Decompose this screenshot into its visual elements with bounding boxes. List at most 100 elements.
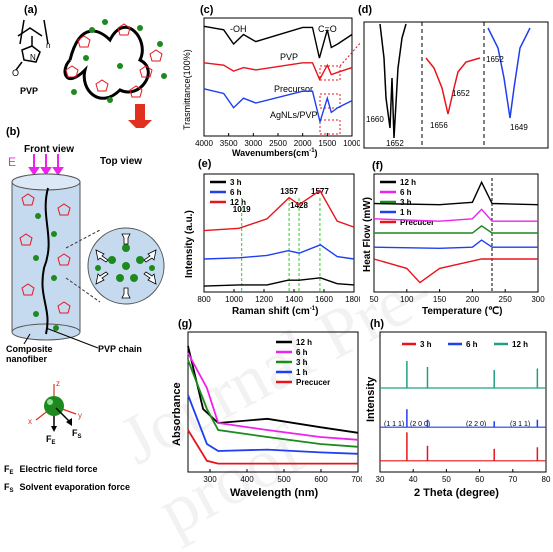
e-tick-label: 1200 [255,295,273,304]
f-series-line-2 [374,225,538,234]
c-tick-label: 3500 [220,139,238,148]
g-legend-label: Precucer [296,378,330,387]
panel-label-f: (f) [372,160,383,172]
h-tick-label: 30 [376,475,385,484]
c-xlabel: Wavenumbers(cm-1) [232,148,318,158]
front-view-label: Front view [24,144,74,155]
c-series-line-1 [203,62,353,82]
g-series-line-3 [187,394,359,455]
panel-f-chart: Heat Flow (mW) 50 100 150 200 250 300 Tempera… [362,173,545,317]
composite-label-2: nanofiber [6,354,47,364]
c-tick-label: 3000 [244,139,262,148]
panel-label-a: (a) [24,4,38,16]
d-peak-1652c: 1652 [486,55,504,64]
fs-symbol: FS [72,428,82,440]
c-co-label: C=O [318,24,337,34]
panel-h-chart: Intensity 30 40 50 60 70 80 2 Theta (degree) … [365,331,551,499]
c-tick-label: 1500 [318,139,336,148]
f-tick-label: 100 [400,295,414,304]
g-legend-label: 1 h [296,368,308,377]
axis-y-label: y [78,411,82,420]
h-legend-label: 3 h [420,340,432,349]
g-tick-label: 400 [240,475,254,484]
e-legend-label: 3 h [230,178,242,187]
axis-z-label: z [56,379,60,388]
e-peak-label: 1357 [280,187,298,196]
d-trace-agnls [487,27,531,119]
f-xlabel: Temperature (℃) [422,306,503,317]
d-peak-1656: 1656 [430,121,448,130]
c-tick-label: 2500 [269,139,287,148]
e-frame [203,173,355,293]
g-tick-label: 500 [277,475,291,484]
d-peak-1652a: 1652 [386,139,404,148]
h-xlabel: 2 Theta (degree) [414,487,499,499]
e-tick-label: 1400 [285,295,303,304]
d-trace-precursor [425,57,481,115]
nanofiber-top [11,173,81,191]
f-ylabel: Heat Flow (mW) [362,197,373,272]
f-tick-label: 50 [370,295,379,304]
c-ylabel: Trasmittance(100%) [182,49,192,130]
g-legend-label: 3 h [296,358,308,367]
g-xlabel: Wavelength (nm) [230,487,319,499]
subscript-n: n [46,41,50,50]
c-oh-label: -OH [230,24,247,34]
panel-label-h: (h) [370,318,385,330]
f-series-line-4 [373,258,538,284]
g-ylabel: Absorbance [171,382,183,446]
e-ylabel: Intensity (a.u.) [184,210,195,278]
panel-label-g: (g) [178,318,193,330]
g-series-line-2 [187,359,359,448]
g-tick-label: 300 [203,475,217,484]
pvp-label: PVP [20,86,38,96]
f-tick-label: 300 [531,295,545,304]
e-tick-label: 1600 [315,295,333,304]
h-tick-label: 40 [409,475,418,484]
g-tick-label: 600 [314,475,328,484]
fe-symbol: FE [46,434,56,446]
c-tick-label: 4000 [195,139,213,148]
f-legend-label: 3 h [400,198,412,207]
panel-c-chart: Trasmittance(100%) 4000 3500 3000 2500 2000 1… [182,17,360,158]
d-trace-pvp [379,23,407,139]
h-hkl-label: (2 0 0) [410,421,430,428]
e-tick-label: 1000 [225,295,243,304]
panel-label-c: (c) [200,4,214,16]
panel-label-d: (d) [358,4,373,16]
f-tick-label: 200 [466,295,480,304]
h-tick-label: 70 [508,475,517,484]
f-legend-label: 6 h [400,188,412,197]
f-tick-label: 150 [433,295,447,304]
h-hkl-label: (2 2 0) [466,421,486,428]
h-hkl-label: (1 1 1) [384,421,404,428]
c-series-line-0 [203,25,353,59]
pvp-chain-line [41,187,50,335]
nitrogen-letter: N [30,53,36,62]
h-tick-label: 50 [442,475,451,484]
e-xlabel: Raman shift (cm-1) [232,306,318,317]
g-legend-label: 6 h [296,348,308,357]
axis-x-label: x [28,417,32,426]
c-series-label-agnls: AgNLs/PVP [270,110,318,120]
g-series-line-0 [187,345,359,434]
e-tick-label: 800 [197,295,211,304]
c-series-label-precursor: Precursor [274,84,313,94]
panel-d-chart: 1660 1652 1656 1652 1652 1649 [363,21,549,149]
f-series-line-1 [373,208,538,222]
e-field-label: E [8,155,16,169]
f-legend-label: 12 h [400,178,416,187]
legend-fs: FS Solvent evaporation force [4,482,130,494]
c-tick-label: 2000 [294,139,312,148]
h-tick-label: 80 [542,475,551,484]
e-series-line-2 [203,189,355,232]
pvp-chain-label: PVP chain [98,344,142,354]
composite-label-1: Composite [6,344,53,354]
e-series-line-0 [203,277,355,287]
panel-g-chart: Absorbance 300 400 500 600 700 Wavelength (n… [171,331,362,499]
d-frame [363,21,549,149]
f-series-line-3 [373,239,538,250]
g-series-line-4 [187,429,358,465]
g-frame [187,331,359,473]
top-view-label: Top view [100,156,142,167]
